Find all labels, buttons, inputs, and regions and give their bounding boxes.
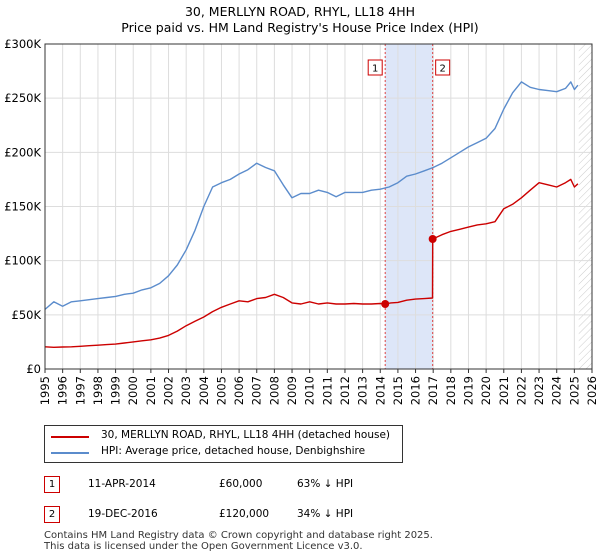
y-tick-label: £250K [4, 91, 41, 105]
sale-number-label: 2 [439, 64, 445, 75]
x-tick-label: 1995 [38, 376, 52, 405]
x-tick-label: 2009 [285, 376, 299, 405]
legend-swatch-hpi [51, 452, 89, 454]
x-tick-label: 2011 [320, 376, 334, 405]
sale-number-box [435, 59, 451, 76]
legend-swatch-price-paid [51, 436, 89, 438]
x-tick-label: 1996 [56, 376, 70, 405]
x-tick-label: 2007 [250, 376, 264, 405]
x-tick-label: 2016 [409, 376, 423, 405]
chart-subtitle: Price paid vs. HM Land Registry's House … [121, 20, 479, 35]
legend-label-price-paid: 30, MERLLYN ROAD, RHYL, LL18 4HH (detach… [101, 429, 391, 441]
x-tick-label: 2010 [303, 376, 317, 405]
sale-point [428, 235, 437, 243]
x-tick-label: 2013 [356, 376, 370, 405]
y-tick-label: £150K [4, 200, 41, 214]
x-tick-label: 2018 [444, 376, 458, 405]
sale-point [381, 300, 390, 308]
x-tick-label: 2022 [514, 376, 528, 405]
x-tick-label: 2015 [391, 376, 405, 405]
x-tick-label: 2001 [144, 376, 158, 405]
x-tick-label: 2004 [197, 376, 211, 405]
x-tick-label: 2020 [479, 376, 493, 405]
transaction-price: £120,000 [219, 508, 270, 520]
x-tick-label: 2005 [214, 376, 228, 405]
y-tick-label: £50K [12, 308, 42, 322]
transaction-date: 11-APR-2014 [88, 478, 156, 490]
legend-label-hpi: HPI: Average price, detached house, Denb… [101, 445, 366, 457]
x-tick-label: 2025 [567, 376, 581, 405]
sale-number-box [367, 59, 383, 76]
transaction-number-badge: 2 [44, 506, 60, 523]
transaction-price: £60,000 [219, 478, 263, 490]
x-tick-label: 1999 [109, 376, 123, 405]
y-tick-label: £300K [4, 37, 41, 51]
x-tick-label: 2014 [373, 376, 387, 405]
price-paid-line [44, 178, 579, 348]
x-tick-label: 2023 [532, 376, 546, 405]
footer-licence: This data is licensed under the Open Gov… [44, 541, 363, 552]
chart-title: 30, MERLLYN ROAD, RHYL, LL18 4HH [184, 4, 416, 19]
transaction-number-badge: 1 [44, 476, 60, 493]
y-tick-label: £100K [4, 254, 41, 268]
x-tick-label: 2003 [179, 376, 193, 405]
x-tick-label: 2006 [232, 376, 246, 405]
transaction-hpi-delta: 34% ↓ HPI [297, 508, 354, 520]
footer: Contains HM Land Registry data © Crown c… [44, 530, 594, 552]
legend: 30, MERLLYN ROAD, RHYL, LL18 4HH (detach… [44, 425, 403, 463]
x-tick-label: 2008 [267, 376, 281, 405]
sale-number-label: 1 [372, 64, 378, 75]
transaction-hpi-delta: 63% ↓ HPI [297, 478, 354, 490]
x-tick-label: 2026 [585, 376, 599, 405]
y-tick-label: £0 [26, 362, 41, 376]
plot-frame [44, 43, 593, 370]
x-tick-label: 2017 [426, 376, 440, 405]
x-tick-label: 2000 [126, 376, 140, 405]
x-tick-label: 1997 [73, 376, 87, 405]
x-tick-label: 2021 [497, 376, 511, 405]
transaction-date: 19-DEC-2016 [88, 508, 158, 520]
hpi-line [44, 81, 579, 310]
x-tick-label: 2019 [461, 376, 475, 405]
x-tick-label: 1998 [91, 376, 105, 405]
x-tick-label: 2012 [338, 376, 352, 405]
x-tick-label: 2002 [162, 376, 176, 405]
x-tick-label: 2024 [550, 376, 564, 405]
y-tick-label: £200K [4, 145, 41, 159]
footer-copyright: Contains HM Land Registry data © Crown c… [44, 530, 433, 541]
